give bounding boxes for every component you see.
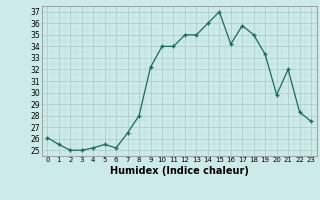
X-axis label: Humidex (Indice chaleur): Humidex (Indice chaleur) xyxy=(110,166,249,176)
